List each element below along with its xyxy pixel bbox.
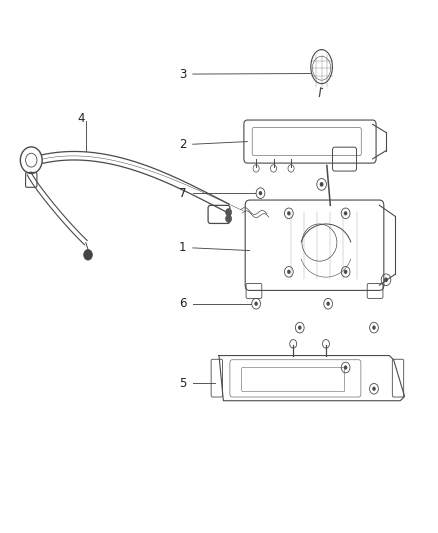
Circle shape	[226, 208, 232, 216]
Text: 2: 2	[179, 138, 186, 151]
Circle shape	[344, 366, 347, 369]
Circle shape	[384, 278, 388, 282]
Circle shape	[344, 270, 347, 274]
Text: 1: 1	[179, 241, 186, 254]
Circle shape	[298, 326, 301, 330]
Text: 5: 5	[179, 377, 186, 390]
Text: 3: 3	[179, 68, 186, 80]
Circle shape	[326, 302, 330, 306]
Text: 4: 4	[77, 112, 85, 125]
Circle shape	[84, 249, 92, 260]
Circle shape	[259, 191, 262, 195]
Text: 6: 6	[179, 297, 186, 310]
Circle shape	[372, 326, 376, 330]
Circle shape	[226, 215, 232, 222]
Circle shape	[344, 211, 347, 215]
Circle shape	[287, 211, 290, 215]
Circle shape	[320, 182, 324, 187]
Circle shape	[287, 270, 290, 274]
Text: 7: 7	[179, 187, 186, 200]
Circle shape	[254, 302, 258, 306]
Circle shape	[372, 386, 376, 391]
